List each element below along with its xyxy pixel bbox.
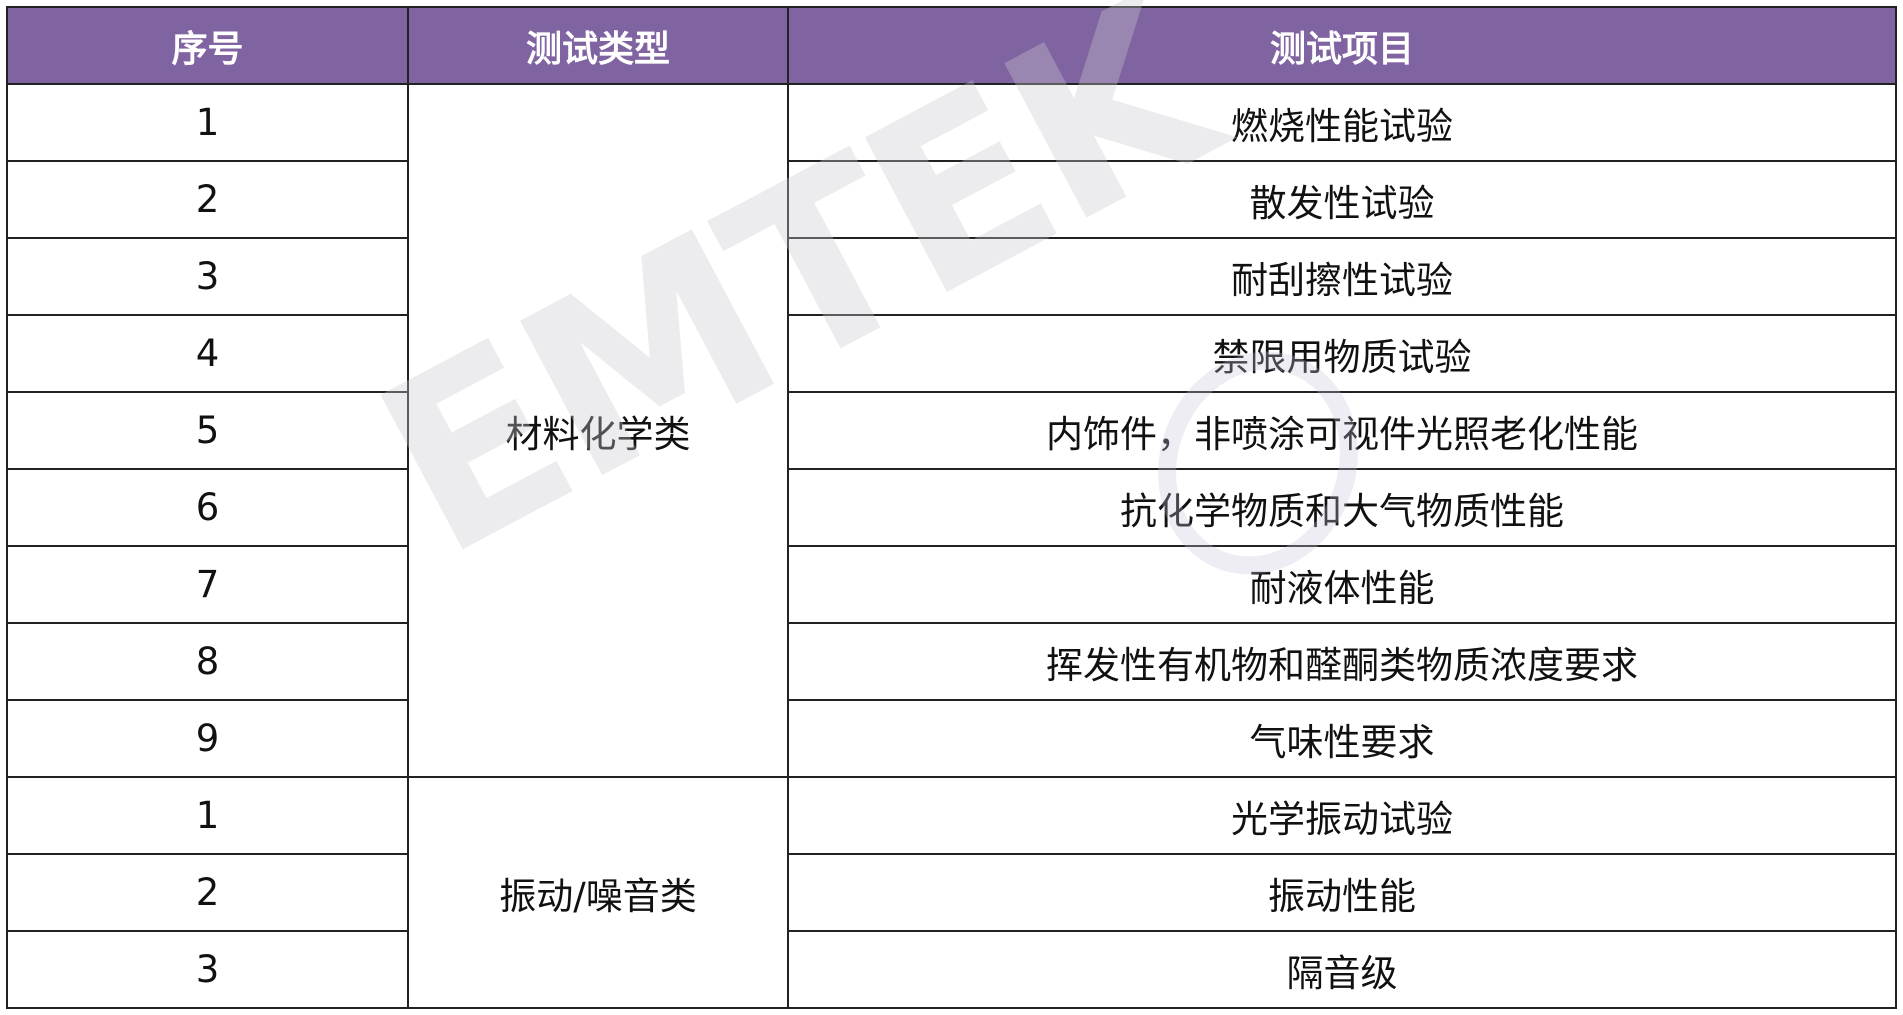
test-item-cell: 光学振动试验 [787, 776, 1897, 855]
serial-cell: 3 [6, 237, 409, 316]
test-item-cell: 隔音级 [787, 930, 1897, 1009]
serial-cell: 6 [6, 468, 409, 547]
test-item-cell: 耐液体性能 [787, 545, 1897, 624]
test-type-cell: 振动/噪音类 [407, 776, 789, 1009]
table-row: 7 耐液体性能 [6, 545, 1897, 624]
serial-cell: 7 [6, 545, 409, 624]
header-row: 序号 测试类型 测试项目 [6, 6, 1897, 85]
test-item-cell: 内饰件，非喷涂可视件光照老化性能 [787, 391, 1897, 470]
serial-cell: 4 [6, 314, 409, 393]
test-item-cell: 禁限用物质试验 [787, 314, 1897, 393]
header-test-item: 测试项目 [787, 6, 1897, 85]
header-test-type: 测试类型 [407, 6, 789, 85]
test-type-cell: 材料化学类 [407, 83, 789, 778]
header-serial: 序号 [6, 6, 409, 85]
test-item-cell: 耐刮擦性试验 [787, 237, 1897, 316]
serial-cell: 2 [6, 853, 409, 932]
serial-cell: 9 [6, 699, 409, 778]
table-row: 4 禁限用物质试验 [6, 314, 1897, 393]
serial-cell: 1 [6, 83, 409, 162]
test-item-cell: 振动性能 [787, 853, 1897, 932]
test-item-cell: 散发性试验 [787, 160, 1897, 239]
table-row: 9 气味性要求 [6, 699, 1897, 778]
table-row: 2 散发性试验 [6, 160, 1897, 239]
table-row: 6 抗化学物质和大气物质性能 [6, 468, 1897, 547]
table-row: 1 振动/噪音类 光学振动试验 [6, 776, 1897, 1009]
serial-cell: 2 [6, 160, 409, 239]
serial-cell: 3 [6, 930, 409, 1009]
serial-cell: 8 [6, 622, 409, 701]
table-row: 8 挥发性有机物和醛酮类物质浓度要求 [6, 622, 1897, 701]
serial-cell: 5 [6, 391, 409, 470]
table-row: 1 材料化学类 燃烧性能试验 [6, 83, 1897, 778]
test-item-cell: 挥发性有机物和醛酮类物质浓度要求 [787, 622, 1897, 701]
table-row: 2 振动性能 [6, 853, 1897, 932]
test-item-cell: 抗化学物质和大气物质性能 [787, 468, 1897, 547]
test-items-table: 序号 测试类型 测试项目 1 材料化学类 燃烧性能试验 2 散发性试验 3 耐刮擦性试验 4 禁… [6, 6, 1897, 1009]
test-item-cell: 气味性要求 [787, 699, 1897, 778]
table-row: 5 内饰件，非喷涂可视件光照老化性能 [6, 391, 1897, 470]
table-row: 3 耐刮擦性试验 [6, 237, 1897, 316]
table-row: 3 隔音级 [6, 930, 1897, 1009]
serial-cell: 1 [6, 776, 409, 855]
test-item-cell: 燃烧性能试验 [787, 83, 1897, 162]
